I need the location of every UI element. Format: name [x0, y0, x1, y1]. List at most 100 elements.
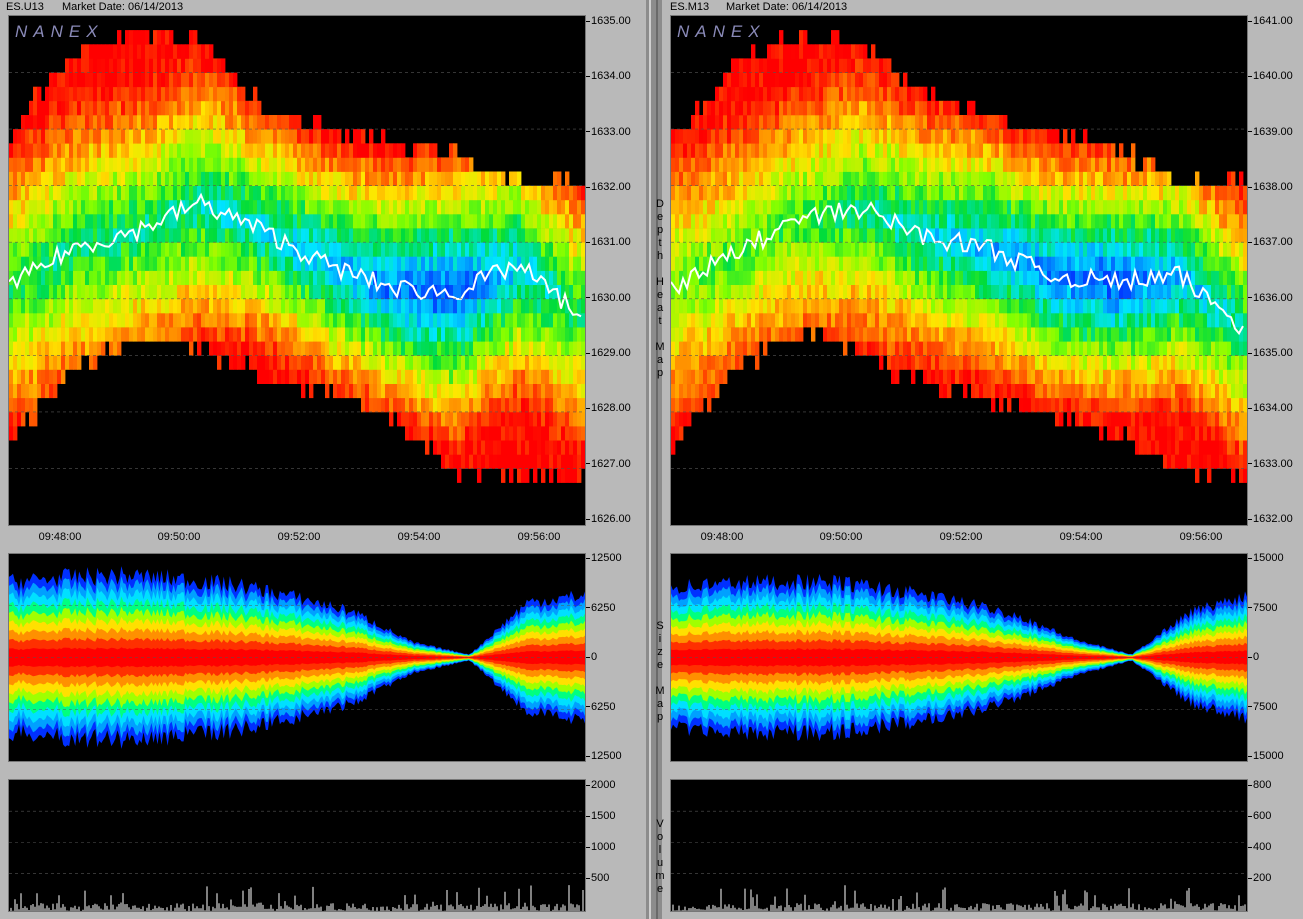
heat-cell — [137, 86, 142, 102]
heat-cell — [803, 58, 808, 73]
heat-cell — [675, 411, 680, 427]
heat-cell — [481, 213, 486, 229]
heat-cell — [799, 199, 804, 215]
depth-heat-map-right[interactable]: NANEX — [670, 15, 1248, 526]
heat-cell — [875, 327, 880, 342]
heat-cell — [13, 397, 18, 413]
heat-cell — [485, 411, 490, 427]
heat-cell — [843, 298, 848, 314]
volume-canvas — [9, 810, 585, 911]
heat-cell — [469, 298, 474, 314]
heat-cell — [429, 341, 434, 356]
heat-cell — [715, 341, 720, 356]
heat-cell — [565, 383, 570, 399]
heat-cell — [561, 242, 566, 257]
heat-cell — [317, 270, 322, 285]
heat-cell — [305, 129, 310, 144]
heat-cell — [21, 143, 26, 158]
heat-cell — [791, 256, 796, 271]
heat-cell — [819, 157, 824, 172]
heat-cell — [795, 185, 800, 201]
heat-cell — [277, 157, 282, 172]
heat-cell — [919, 270, 924, 285]
heat-cell — [41, 199, 46, 215]
heat-cell — [25, 213, 30, 229]
heat-cell — [225, 312, 230, 328]
heat-cell — [297, 341, 302, 356]
heat-cell — [911, 369, 916, 384]
heat-cell — [101, 341, 106, 356]
heat-cell — [177, 298, 182, 314]
heat-cell — [425, 411, 430, 427]
heat-cell — [979, 327, 984, 342]
heat-cell — [141, 171, 146, 186]
heat-cell — [373, 369, 378, 384]
heat-cell — [393, 256, 398, 271]
heat-cell — [165, 327, 170, 342]
heat-cell — [763, 143, 768, 158]
heat-cell — [101, 327, 106, 342]
heat-cell — [421, 171, 426, 186]
heat-cell — [217, 312, 222, 328]
heat-cell — [29, 369, 34, 384]
heat-cell — [97, 115, 102, 130]
heat-cell — [109, 327, 114, 342]
heat-cell — [193, 199, 198, 215]
heat-cell — [33, 100, 38, 116]
heat-cell — [711, 369, 716, 384]
heat-cell — [273, 129, 278, 144]
panel-divider[interactable] — [646, 0, 662, 919]
heat-cell — [329, 298, 334, 314]
heat-cell — [45, 115, 50, 130]
heat-cell — [457, 454, 462, 469]
heat-cell — [245, 185, 250, 201]
heat-cell — [541, 284, 546, 300]
size-map-left[interactable] — [8, 553, 586, 762]
heat-cell — [477, 298, 482, 314]
heat-cell — [89, 355, 94, 370]
heat-cell — [25, 157, 30, 172]
heat-cell — [703, 298, 708, 314]
heat-cell — [137, 129, 142, 144]
heat-cell — [161, 242, 166, 257]
heat-cell — [189, 185, 194, 201]
heat-cell — [237, 185, 242, 201]
heat-cell — [565, 185, 570, 201]
heat-cell — [137, 72, 142, 88]
heat-cell — [269, 185, 274, 201]
heat-cell — [413, 369, 418, 384]
heat-cell — [863, 256, 868, 271]
heat-cell — [81, 185, 86, 201]
heat-cell — [65, 185, 70, 201]
heat-cell — [779, 327, 784, 342]
heat-cell — [731, 86, 736, 102]
depth-heat-map-left[interactable]: NANEX — [8, 15, 586, 526]
heat-cell — [261, 143, 266, 158]
heat-cell — [549, 199, 554, 215]
heat-cell — [441, 213, 446, 229]
volume-chart-left[interactable] — [8, 779, 586, 912]
heat-cell — [707, 213, 712, 229]
heat-cell — [923, 199, 928, 215]
heat-cell — [787, 185, 792, 201]
heat-cell — [903, 355, 908, 370]
heat-cell — [967, 355, 972, 370]
heat-cell — [679, 199, 684, 215]
heat-cell — [509, 411, 514, 427]
heat-cell — [565, 199, 570, 215]
heat-cell — [429, 298, 434, 314]
heat-cell — [469, 426, 474, 441]
heat-cell — [361, 298, 366, 314]
heat-cell — [679, 256, 684, 271]
heat-cell — [819, 298, 824, 314]
heat-cell — [461, 440, 466, 455]
heat-cell — [153, 185, 158, 201]
heat-cell — [835, 270, 840, 285]
heat-cell — [105, 143, 110, 158]
heat-cell — [715, 115, 720, 130]
heat-cell — [951, 270, 956, 285]
heat-cell — [553, 185, 558, 201]
heat-cell — [81, 115, 86, 130]
heat-cell — [779, 44, 784, 59]
heat-cell — [477, 199, 482, 215]
